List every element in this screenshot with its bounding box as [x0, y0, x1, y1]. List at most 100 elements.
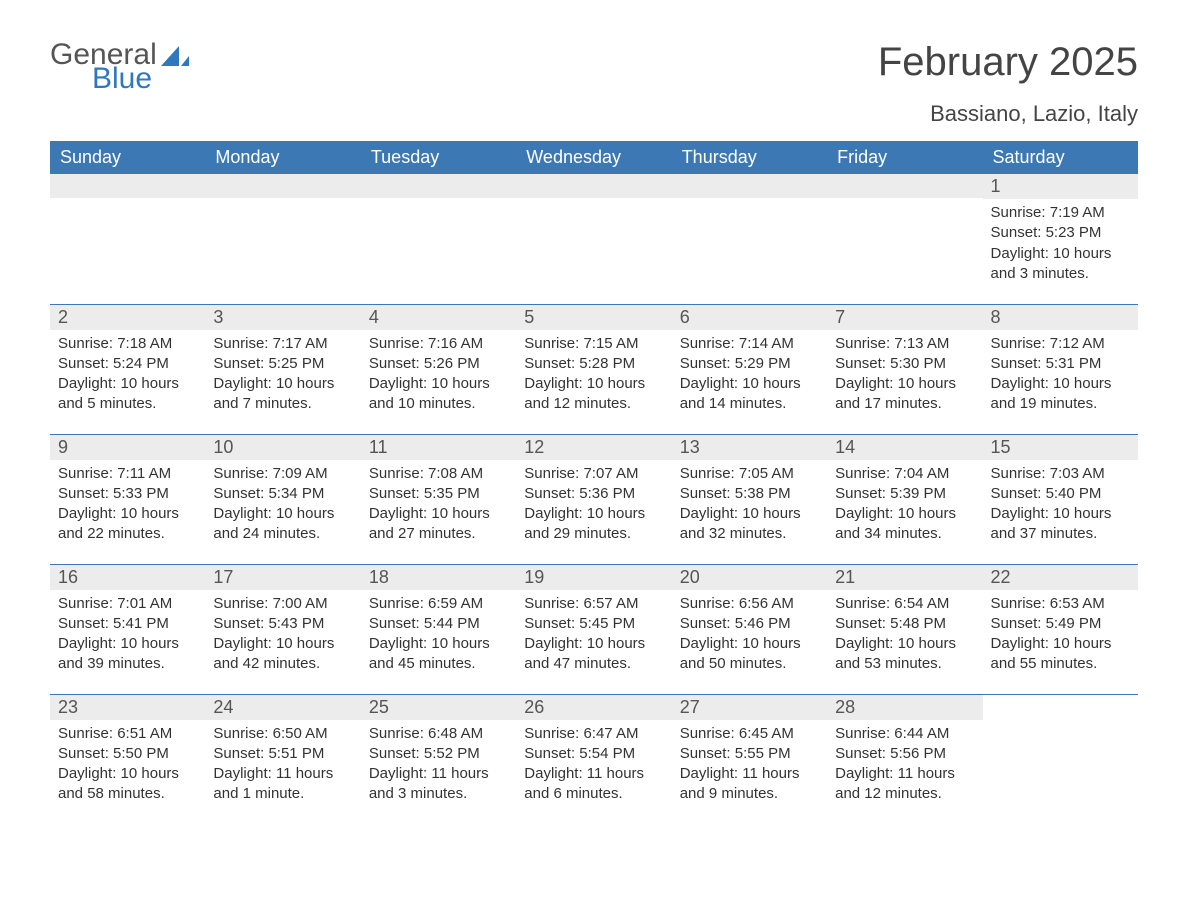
daylight-text: Daylight: 11 hours and 6 minutes. [524, 764, 663, 805]
sunrise-text: Sunrise: 7:05 AM [680, 464, 819, 484]
weekday-header: Friday [827, 141, 982, 174]
week-row: 23Sunrise: 6:51 AMSunset: 5:50 PMDayligh… [50, 694, 1138, 824]
brand-logo: General Blue [50, 40, 189, 94]
day-cell: 9Sunrise: 7:11 AMSunset: 5:33 PMDaylight… [50, 434, 205, 564]
day-details [361, 198, 516, 210]
sunrise-text: Sunrise: 6:59 AM [369, 594, 508, 614]
sunset-text: Sunset: 5:56 PM [835, 744, 974, 764]
daylight-text: Daylight: 10 hours and 5 minutes. [58, 374, 197, 415]
sunrise-text: Sunrise: 6:54 AM [835, 594, 974, 614]
day-cell: 3Sunrise: 7:17 AMSunset: 5:25 PMDaylight… [205, 304, 360, 434]
sunset-text: Sunset: 5:55 PM [680, 744, 819, 764]
daylight-text: Daylight: 10 hours and 19 minutes. [991, 374, 1130, 415]
daylight-text: Daylight: 10 hours and 58 minutes. [58, 764, 197, 805]
day-details: Sunrise: 6:54 AMSunset: 5:48 PMDaylight:… [827, 590, 982, 683]
sunrise-text: Sunrise: 6:44 AM [835, 724, 974, 744]
month-title: February 2025 [878, 40, 1138, 85]
day-number: 26 [516, 695, 671, 720]
daylight-text: Daylight: 10 hours and 12 minutes. [524, 374, 663, 415]
sunset-text: Sunset: 5:48 PM [835, 614, 974, 634]
sunset-text: Sunset: 5:26 PM [369, 354, 508, 374]
day-cell: 5Sunrise: 7:15 AMSunset: 5:28 PMDaylight… [516, 304, 671, 434]
day-details [516, 198, 671, 210]
day-number: 7 [827, 305, 982, 330]
sunset-text: Sunset: 5:43 PM [213, 614, 352, 634]
sunset-text: Sunset: 5:28 PM [524, 354, 663, 374]
sunrise-text: Sunrise: 7:19 AM [991, 203, 1130, 223]
sunrise-text: Sunrise: 6:57 AM [524, 594, 663, 614]
sunset-text: Sunset: 5:34 PM [213, 484, 352, 504]
day-cell: 26Sunrise: 6:47 AMSunset: 5:54 PMDayligh… [516, 694, 671, 824]
day-number: 17 [205, 565, 360, 590]
day-number: 5 [516, 305, 671, 330]
day-cell: 18Sunrise: 6:59 AMSunset: 5:44 PMDayligh… [361, 564, 516, 694]
day-cell: 4Sunrise: 7:16 AMSunset: 5:26 PMDaylight… [361, 304, 516, 434]
day-details: Sunrise: 7:11 AMSunset: 5:33 PMDaylight:… [50, 460, 205, 553]
daylight-text: Daylight: 10 hours and 42 minutes. [213, 634, 352, 675]
day-cell [516, 174, 671, 304]
day-cell: 28Sunrise: 6:44 AMSunset: 5:56 PMDayligh… [827, 694, 982, 824]
day-number [827, 174, 982, 198]
day-number [516, 174, 671, 198]
week-row: 9Sunrise: 7:11 AMSunset: 5:33 PMDaylight… [50, 434, 1138, 564]
day-number: 13 [672, 435, 827, 460]
daylight-text: Daylight: 10 hours and 22 minutes. [58, 504, 197, 545]
day-number: 21 [827, 565, 982, 590]
day-cell: 11Sunrise: 7:08 AMSunset: 5:35 PMDayligh… [361, 434, 516, 564]
day-details: Sunrise: 6:45 AMSunset: 5:55 PMDaylight:… [672, 720, 827, 813]
day-number: 20 [672, 565, 827, 590]
day-details [983, 719, 1138, 731]
day-cell: 20Sunrise: 6:56 AMSunset: 5:46 PMDayligh… [672, 564, 827, 694]
week-row: 1Sunrise: 7:19 AMSunset: 5:23 PMDaylight… [50, 174, 1138, 304]
calendar-table: Sunday Monday Tuesday Wednesday Thursday… [50, 141, 1138, 824]
sunrise-text: Sunrise: 7:11 AM [58, 464, 197, 484]
daylight-text: Daylight: 10 hours and 50 minutes. [680, 634, 819, 675]
day-number: 9 [50, 435, 205, 460]
sunset-text: Sunset: 5:54 PM [524, 744, 663, 764]
day-cell: 8Sunrise: 7:12 AMSunset: 5:31 PMDaylight… [983, 304, 1138, 434]
sunrise-text: Sunrise: 7:12 AM [991, 334, 1130, 354]
day-cell: 1Sunrise: 7:19 AMSunset: 5:23 PMDaylight… [983, 174, 1138, 304]
sunset-text: Sunset: 5:52 PM [369, 744, 508, 764]
daylight-text: Daylight: 11 hours and 1 minute. [213, 764, 352, 805]
sunset-text: Sunset: 5:38 PM [680, 484, 819, 504]
sunset-text: Sunset: 5:36 PM [524, 484, 663, 504]
sunset-text: Sunset: 5:41 PM [58, 614, 197, 634]
day-details: Sunrise: 6:51 AMSunset: 5:50 PMDaylight:… [50, 720, 205, 813]
sunrise-text: Sunrise: 6:51 AM [58, 724, 197, 744]
day-cell: 13Sunrise: 7:05 AMSunset: 5:38 PMDayligh… [672, 434, 827, 564]
day-number: 14 [827, 435, 982, 460]
day-number: 23 [50, 695, 205, 720]
weekday-header: Thursday [672, 141, 827, 174]
sunset-text: Sunset: 5:40 PM [991, 484, 1130, 504]
daylight-text: Daylight: 10 hours and 55 minutes. [991, 634, 1130, 675]
daylight-text: Daylight: 10 hours and 17 minutes. [835, 374, 974, 415]
daylight-text: Daylight: 10 hours and 7 minutes. [213, 374, 352, 415]
day-cell [672, 174, 827, 304]
day-cell: 15Sunrise: 7:03 AMSunset: 5:40 PMDayligh… [983, 434, 1138, 564]
day-cell: 2Sunrise: 7:18 AMSunset: 5:24 PMDaylight… [50, 304, 205, 434]
sunrise-text: Sunrise: 7:08 AM [369, 464, 508, 484]
week-row: 2Sunrise: 7:18 AMSunset: 5:24 PMDaylight… [50, 304, 1138, 434]
day-cell: 10Sunrise: 7:09 AMSunset: 5:34 PMDayligh… [205, 434, 360, 564]
daylight-text: Daylight: 11 hours and 3 minutes. [369, 764, 508, 805]
daylight-text: Daylight: 11 hours and 12 minutes. [835, 764, 974, 805]
sunrise-text: Sunrise: 7:18 AM [58, 334, 197, 354]
day-number: 6 [672, 305, 827, 330]
day-details [205, 198, 360, 210]
daylight-text: Daylight: 10 hours and 27 minutes. [369, 504, 508, 545]
day-details: Sunrise: 6:56 AMSunset: 5:46 PMDaylight:… [672, 590, 827, 683]
day-details: Sunrise: 7:18 AMSunset: 5:24 PMDaylight:… [50, 330, 205, 423]
day-number: 12 [516, 435, 671, 460]
day-cell: 27Sunrise: 6:45 AMSunset: 5:55 PMDayligh… [672, 694, 827, 824]
daylight-text: Daylight: 10 hours and 24 minutes. [213, 504, 352, 545]
day-cell: 14Sunrise: 7:04 AMSunset: 5:39 PMDayligh… [827, 434, 982, 564]
sunrise-text: Sunrise: 6:56 AM [680, 594, 819, 614]
day-cell: 24Sunrise: 6:50 AMSunset: 5:51 PMDayligh… [205, 694, 360, 824]
sunrise-text: Sunrise: 7:01 AM [58, 594, 197, 614]
day-cell [205, 174, 360, 304]
day-cell: 16Sunrise: 7:01 AMSunset: 5:41 PMDayligh… [50, 564, 205, 694]
day-cell: 23Sunrise: 6:51 AMSunset: 5:50 PMDayligh… [50, 694, 205, 824]
day-number: 1 [983, 174, 1138, 199]
day-number [205, 174, 360, 198]
